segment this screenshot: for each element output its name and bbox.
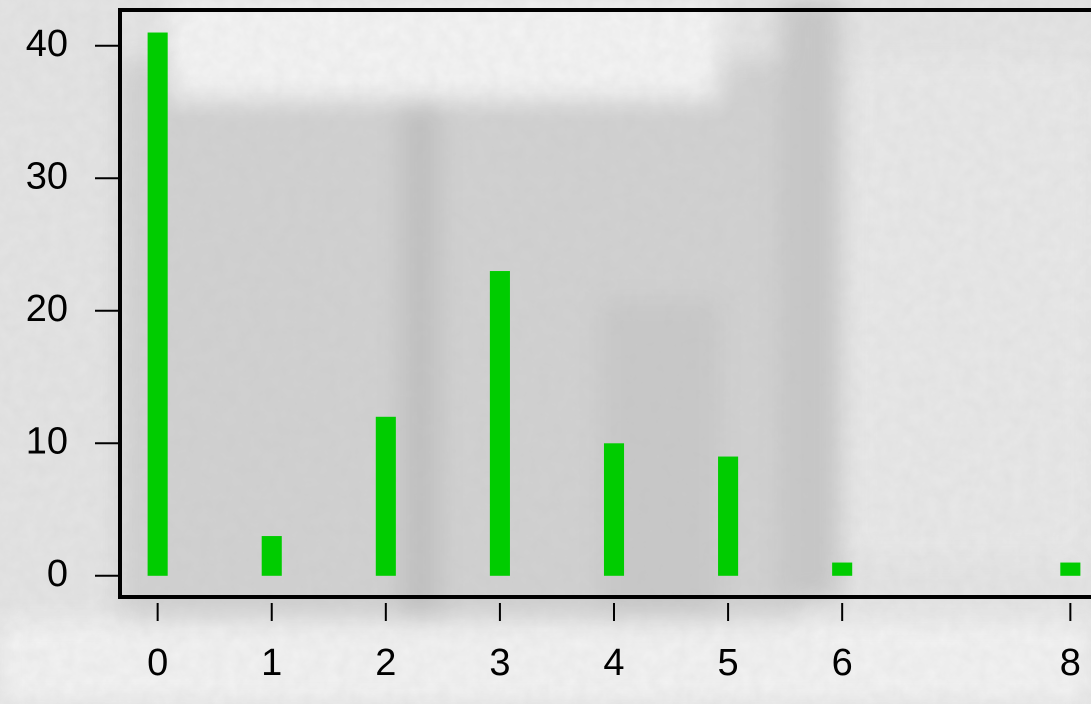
x-tick-label: 1 — [261, 642, 282, 684]
chart: 0 10 20 30 40 0 1 2 3 4 5 6 8 — [0, 0, 1091, 704]
bar — [148, 33, 168, 576]
y-tick-label: 10 — [26, 420, 68, 462]
x-tick-label: 5 — [718, 642, 739, 684]
bar — [832, 563, 852, 576]
x-tick-label: 3 — [489, 642, 510, 684]
y-tick-label: 30 — [26, 155, 68, 197]
x-tick-label: 6 — [832, 642, 853, 684]
bar — [718, 457, 738, 576]
x-tick-label: 8 — [1060, 642, 1081, 684]
y-tick-label: 20 — [26, 288, 68, 330]
x-tick-label: 2 — [375, 642, 396, 684]
bar — [262, 536, 282, 576]
x-tick-label: 4 — [603, 642, 624, 684]
x-tick-label: 0 — [147, 642, 168, 684]
page: {"chart_data": {"type": "bar", "x": [0, … — [0, 0, 1091, 704]
y-tick-label: 40 — [26, 23, 68, 65]
bar — [376, 417, 396, 576]
bar — [490, 271, 510, 576]
bar — [1060, 563, 1080, 576]
bar — [604, 443, 624, 576]
y-tick-label: 0 — [47, 553, 68, 595]
